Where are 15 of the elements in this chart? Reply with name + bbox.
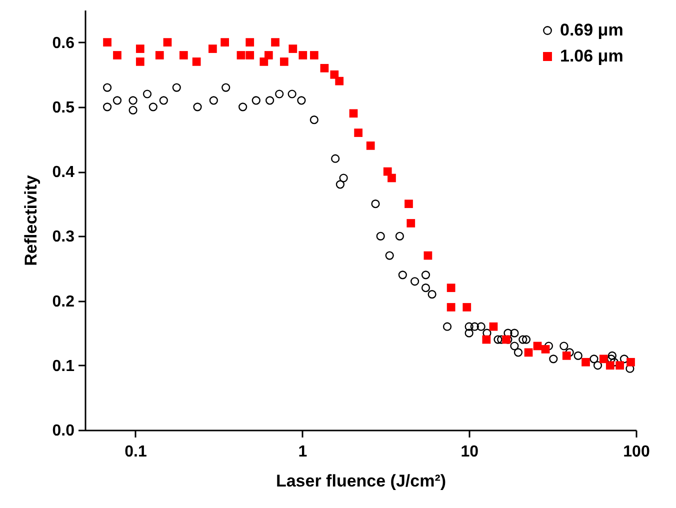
y-tick-label: 0.1 bbox=[52, 358, 75, 375]
y-tick-label: 0.5 bbox=[52, 99, 75, 116]
x-tick-label: 100 bbox=[623, 444, 650, 460]
x-tick-label: 0.1 bbox=[124, 444, 147, 460]
y-tick-label: 0.4 bbox=[52, 164, 75, 182]
y-axis-title: Reflectivity bbox=[21, 174, 40, 266]
y-tick-label: 0.2 bbox=[52, 293, 75, 310]
x-tick-label: 1 bbox=[298, 444, 308, 460]
y-tick-label: 0.3 bbox=[52, 228, 75, 246]
y-tick-label: 0.0 bbox=[52, 422, 75, 440]
legend-label: 1.06 μm bbox=[560, 46, 624, 66]
y-tick-label: 0.6 bbox=[52, 34, 75, 52]
x-axis-title: Laser fluence (J/cm²) bbox=[276, 472, 446, 490]
x-tick-label: 10 bbox=[460, 444, 479, 460]
legend-label: 0.69 μm bbox=[560, 20, 624, 40]
